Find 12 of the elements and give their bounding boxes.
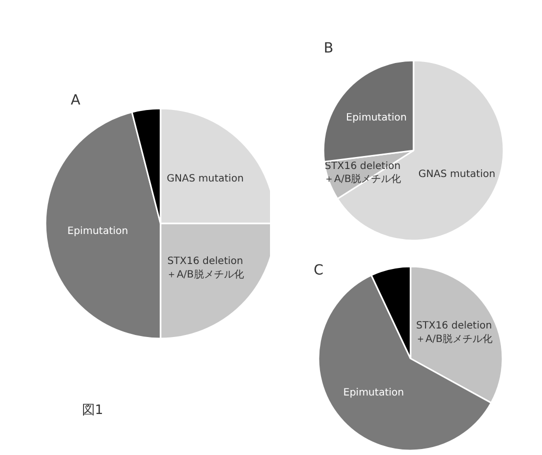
slice-label: STX16 deletion ＋A/B脱メチル化 bbox=[416, 320, 493, 345]
slice-label: Epimutation bbox=[343, 388, 404, 399]
chart-title: B bbox=[324, 40, 334, 56]
chart-title: C bbox=[314, 262, 324, 278]
slice-label: Epimutation bbox=[67, 226, 128, 237]
slice-label: STX16 deletion ＋A/B脱メチル化 bbox=[166, 256, 244, 280]
slice-label: Epimutation bbox=[346, 112, 407, 124]
slice-label: GNAS mutation bbox=[166, 173, 244, 184]
chart-title: A bbox=[70, 92, 81, 108]
caption: 図1 bbox=[82, 403, 104, 418]
slice-label: STX16 deletion ＋A/B脱メチル化 bbox=[324, 160, 402, 185]
slice-label: GNAS mutation bbox=[418, 168, 496, 180]
